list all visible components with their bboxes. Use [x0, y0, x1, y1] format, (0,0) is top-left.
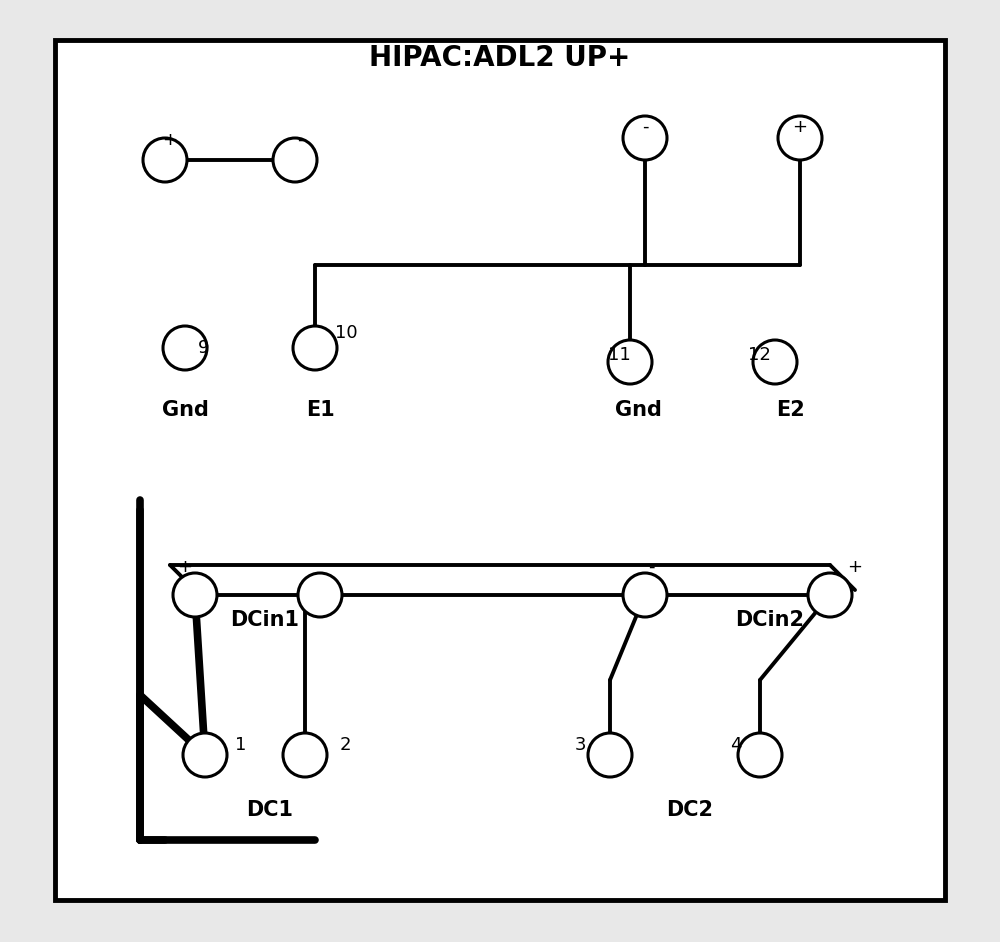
Text: HIPAC:ADL2 UP+: HIPAC:ADL2 UP+	[369, 44, 631, 72]
Text: DCin2: DCin2	[735, 610, 804, 630]
Circle shape	[163, 326, 207, 370]
Text: DC2: DC2	[666, 800, 714, 820]
Text: 2: 2	[340, 736, 352, 754]
Circle shape	[283, 733, 327, 777]
Text: E1: E1	[306, 400, 334, 420]
Text: Gnd: Gnd	[615, 400, 661, 420]
Circle shape	[588, 733, 632, 777]
Circle shape	[778, 116, 822, 160]
Text: +: +	[162, 131, 178, 149]
Text: 4: 4	[730, 736, 742, 754]
Text: 3: 3	[575, 736, 586, 754]
Circle shape	[753, 340, 797, 384]
Circle shape	[293, 326, 337, 370]
Text: -: -	[648, 558, 654, 576]
Circle shape	[808, 573, 852, 617]
Text: 10: 10	[335, 324, 358, 342]
Circle shape	[183, 733, 227, 777]
Text: 11: 11	[608, 346, 631, 364]
Text: DCin1: DCin1	[230, 610, 300, 630]
Text: E2: E2	[776, 400, 804, 420]
Text: 1: 1	[235, 736, 246, 754]
Circle shape	[173, 573, 217, 617]
Circle shape	[608, 340, 652, 384]
Circle shape	[738, 733, 782, 777]
Text: 12: 12	[748, 346, 771, 364]
Circle shape	[623, 116, 667, 160]
Text: +: +	[848, 558, 862, 576]
Circle shape	[298, 573, 342, 617]
Text: -: -	[642, 118, 648, 136]
Bar	[55, 40, 945, 900]
Text: DC1: DC1	[246, 800, 294, 820]
Circle shape	[143, 138, 187, 182]
Circle shape	[623, 573, 667, 617]
Circle shape	[273, 138, 317, 182]
Text: +: +	[792, 118, 808, 136]
Text: 9: 9	[198, 339, 210, 357]
Text: +: +	[178, 558, 192, 576]
Text: Gnd: Gnd	[162, 400, 208, 420]
Text: -: -	[297, 131, 303, 149]
